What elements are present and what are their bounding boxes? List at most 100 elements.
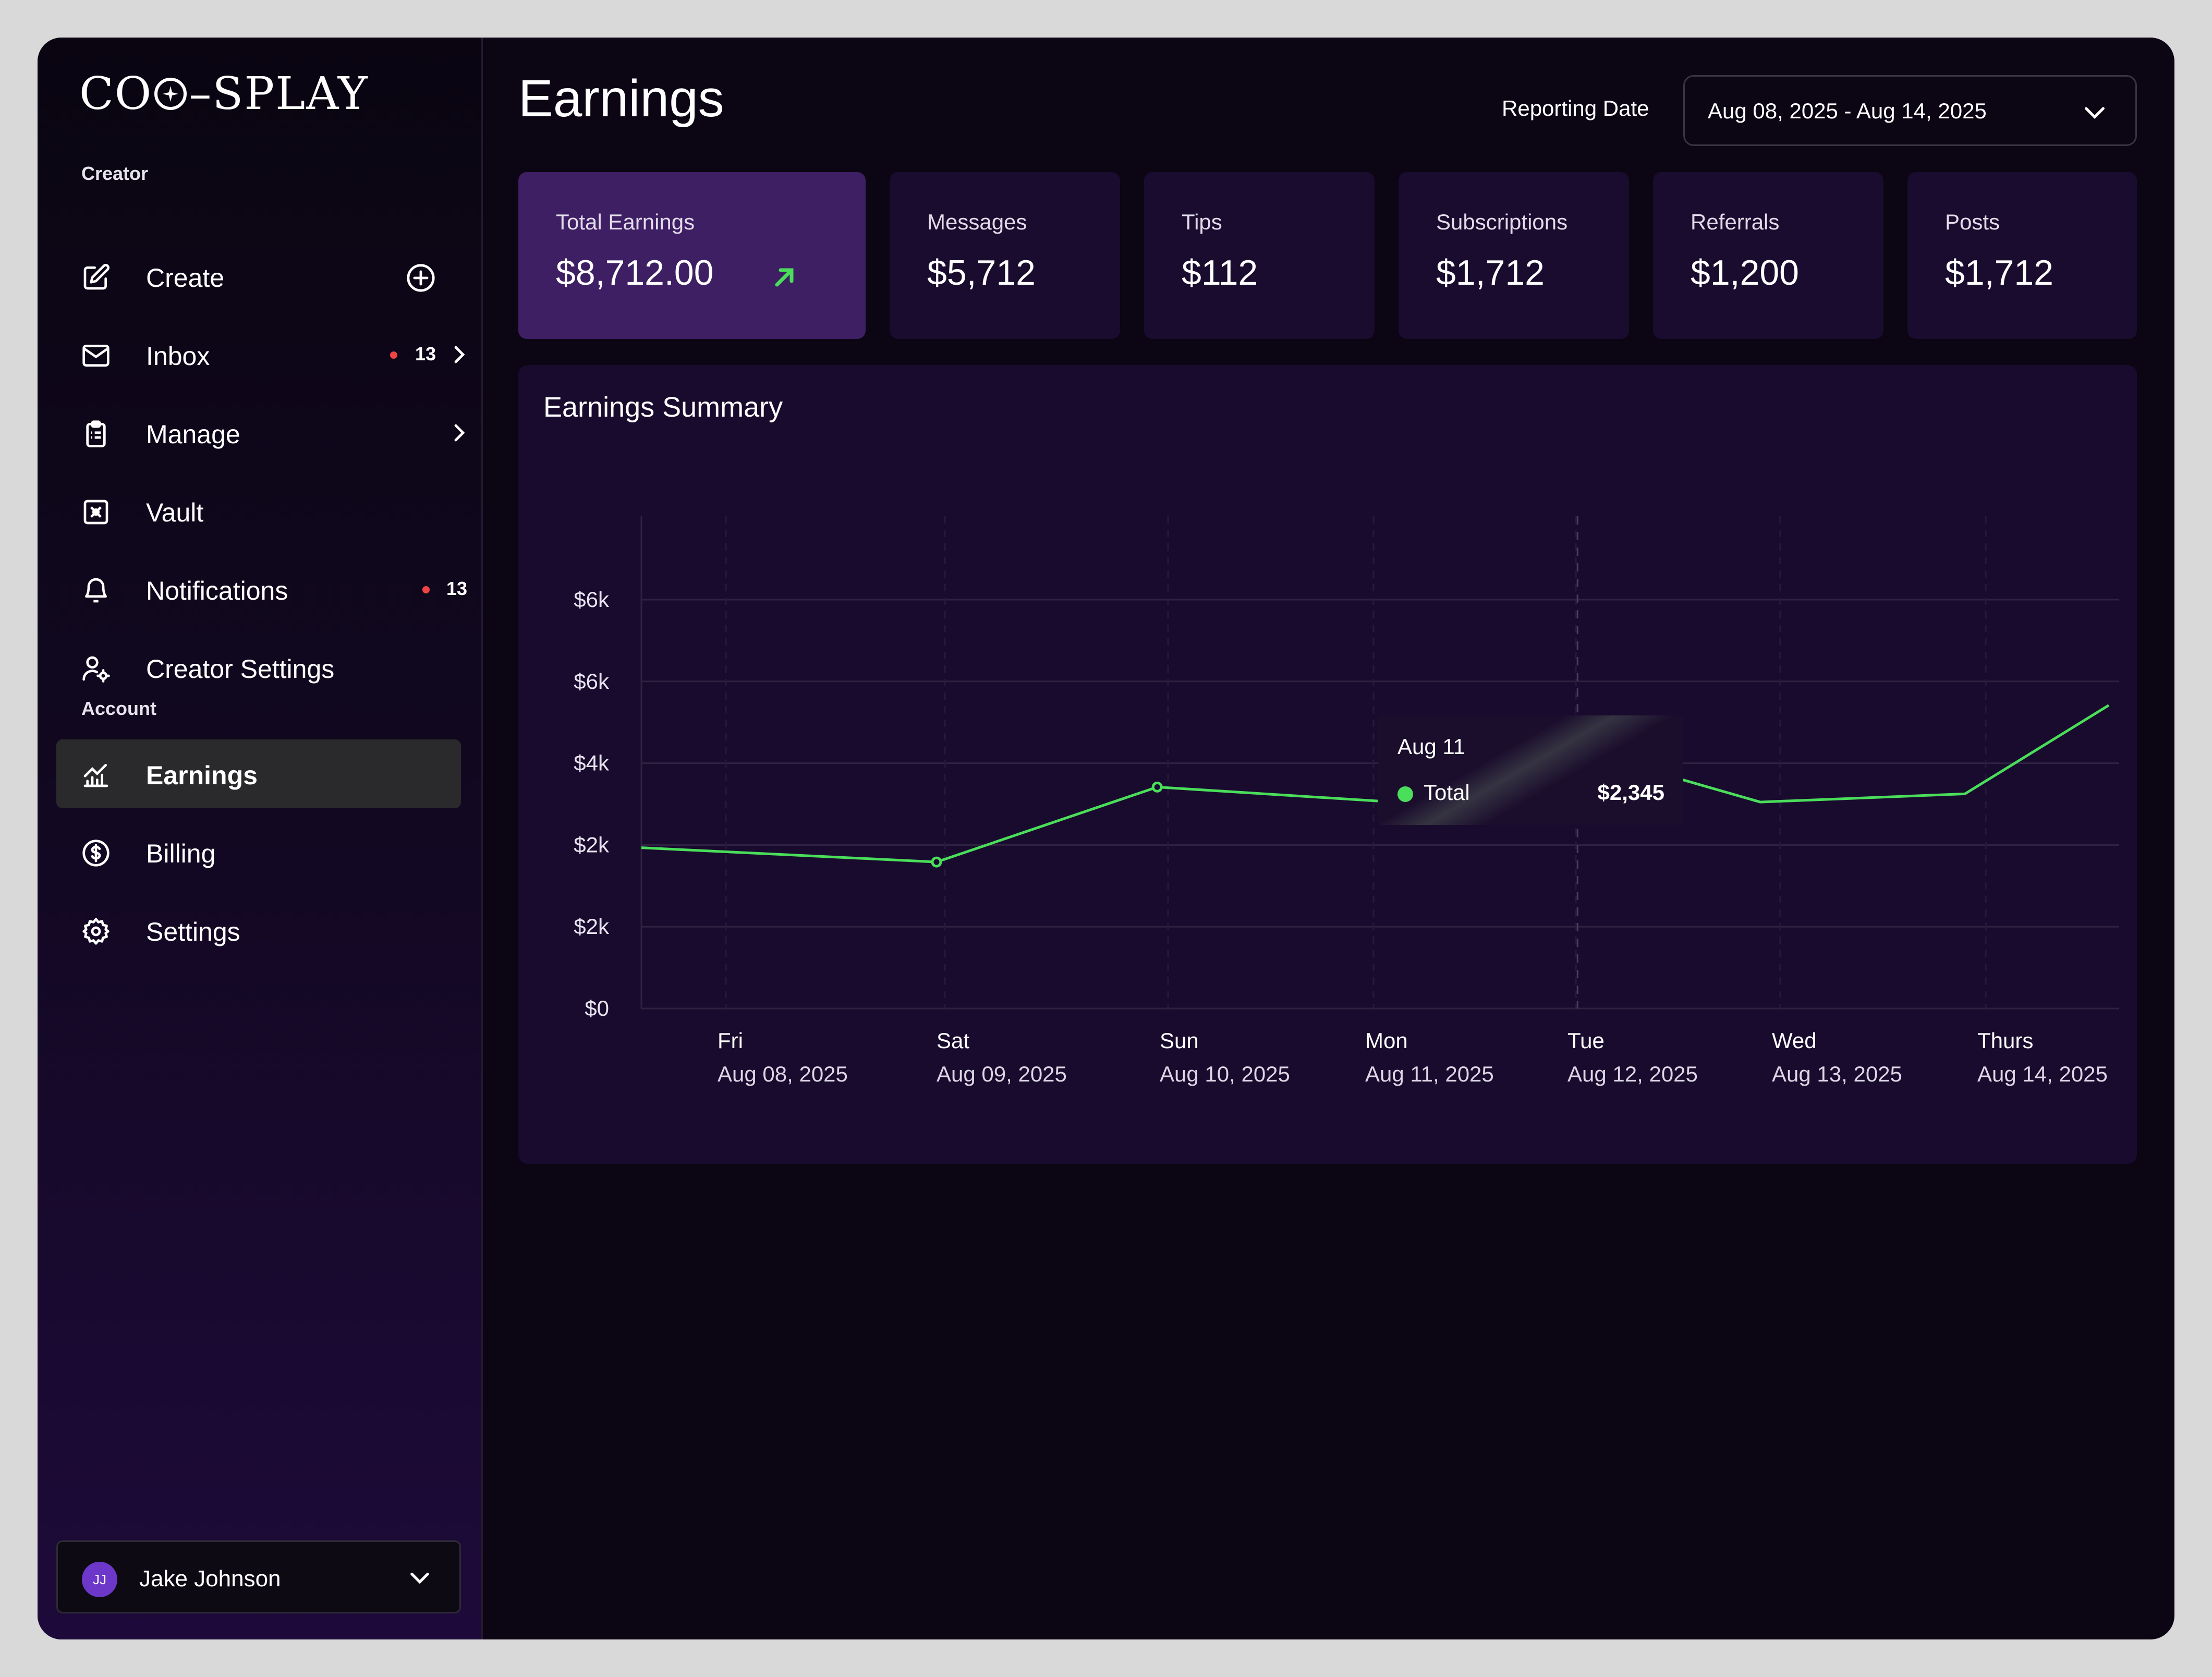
sidebar: CO –SPLAY Creator Create Inbox (38, 38, 483, 1639)
avatar: JJ (82, 1562, 117, 1597)
logo-text-right: –SPLAY (189, 68, 369, 120)
stat-label: Posts (1945, 210, 2000, 234)
chevron-down-icon (2085, 107, 2105, 119)
bell-icon (85, 578, 107, 603)
chart-title: Earnings Summary (543, 392, 783, 423)
x-tick-date: Aug 08, 2025 (718, 1062, 848, 1086)
sidebar-item-label: Settings (146, 917, 240, 946)
earnings-line-chart[interactable]: $0 $2k $2k $4k $6k $6k Fri Aug 08, 2025 Sat Aug 0… (518, 365, 2137, 1164)
x-tick-date: Aug 14, 2025 (1977, 1062, 2108, 1086)
sidebar-item-creator-settings[interactable]: Creator Settings (56, 633, 461, 702)
stat-value: $8,712.00 (556, 253, 714, 293)
sidebar-item-label: Manage (146, 420, 240, 449)
tooltip-series-dot (1397, 786, 1413, 802)
sidebar-item-label: Notifications (146, 576, 288, 605)
y-tick-label: $2k (574, 832, 610, 857)
stat-card-referrals[interactable]: Referrals $1,200 (1653, 172, 1883, 339)
sidebar-item-label: Inbox (146, 342, 210, 371)
stat-label: Tips (1182, 210, 1222, 234)
y-tick-label: $6k (574, 669, 610, 694)
sidebar-item-label: Creator Settings (146, 654, 335, 684)
y-tick-label: $0 (585, 996, 609, 1020)
data-point-marker (931, 856, 942, 868)
trend-up-icon (775, 268, 794, 287)
x-tick-day: Fri (718, 1028, 743, 1053)
stat-card-posts[interactable]: Posts $1,712 (1907, 172, 2137, 339)
x-tick-day: Tue (1567, 1028, 1605, 1053)
stat-value: $5,712 (927, 253, 1036, 293)
chevron-right-icon (454, 346, 465, 363)
user-gear-icon (82, 656, 110, 683)
section-label-account: Account (81, 698, 156, 719)
stat-value: $1,200 (1691, 253, 1799, 293)
unread-dot (422, 586, 430, 593)
sidebar-item-settings[interactable]: Settings (56, 896, 461, 965)
sidebar-item-label: Create (146, 263, 225, 293)
unread-dot (390, 351, 397, 359)
y-tick-label: $4k (574, 751, 610, 775)
sidebar-item-label: Billing (146, 839, 216, 868)
brand-logo[interactable]: CO –SPLAY (79, 63, 369, 125)
logo-text-left: CO (79, 68, 153, 120)
x-tick-date: Aug 13, 2025 (1772, 1062, 1902, 1086)
stat-label: Messages (927, 210, 1027, 234)
stat-label: Referrals (1691, 210, 1780, 234)
add-circle-icon[interactable] (406, 263, 436, 293)
user-menu[interactable]: JJ Jake Johnson (56, 1540, 461, 1613)
stat-value: $112 (1182, 253, 1258, 293)
data-point-marker (1151, 781, 1163, 793)
dollar-icon (82, 840, 110, 867)
user-name: Jake Johnson (139, 1566, 281, 1591)
tooltip-value: $2,345 (1597, 780, 1664, 805)
sidebar-item-vault[interactable]: Vault (56, 477, 461, 545)
sidebar-item-label: Earnings (146, 761, 258, 790)
stat-value: $1,712 (1436, 253, 1545, 293)
logo-star-icon (154, 78, 187, 110)
section-label-creator: Creator (81, 163, 149, 184)
clipboard-icon (86, 420, 106, 447)
gear-icon (82, 918, 110, 945)
chevron-down-icon (410, 1572, 429, 1584)
stat-card-total-earnings[interactable]: Total Earnings $8,712.00 (518, 172, 866, 339)
stat-label: Subscriptions (1436, 210, 1568, 234)
edit-icon (83, 264, 110, 290)
x-tick-day: Sun (1160, 1028, 1199, 1053)
date-range-select[interactable]: Aug 08, 2025 - Aug 14, 2025 (1683, 75, 2137, 146)
y-tick-label: $6k (574, 587, 610, 612)
sidebar-item-manage[interactable]: Manage (56, 398, 465, 467)
sidebar-item-create[interactable]: Create (56, 242, 461, 311)
sidebar-item-earnings[interactable]: Earnings (56, 739, 461, 808)
x-tick-day: Wed (1772, 1028, 1817, 1053)
series-line-total (641, 704, 2110, 864)
vault-icon (83, 500, 108, 525)
tooltip-series-name: Total (1424, 780, 1470, 805)
chart-tooltip: Aug 11 Total $2,345 (1378, 715, 1683, 825)
sidebar-item-billing[interactable]: Billing (56, 818, 461, 886)
date-range-value: Aug 08, 2025 - Aug 14, 2025 (1708, 99, 1987, 123)
x-tick-date: Aug 10, 2025 (1160, 1062, 1290, 1086)
x-tick-day: Sat (937, 1028, 969, 1053)
stat-card-tips[interactable]: Tips $112 (1144, 172, 1375, 339)
sidebar-item-label: Vault (146, 498, 204, 527)
stat-card-messages[interactable]: Messages $5,712 (890, 172, 1120, 339)
x-tick-day: Mon (1365, 1028, 1408, 1053)
x-tick-date: Aug 11, 2025 (1365, 1062, 1494, 1086)
y-tick-label: $2k (574, 914, 610, 939)
inbox-count-badge: 13 (415, 343, 436, 364)
stat-value: $1,712 (1945, 253, 2053, 293)
stat-label: Total Earnings (556, 210, 695, 234)
chevron-right-icon (454, 424, 465, 442)
sidebar-item-inbox[interactable]: Inbox 13 (56, 320, 465, 389)
app-window: CO –SPLAY Creator Create Inbox (38, 38, 2174, 1639)
x-tick-date: Aug 09, 2025 (937, 1062, 1067, 1086)
mail-icon (82, 345, 110, 367)
chart-icon (83, 764, 108, 787)
tooltip-date: Aug 11 (1397, 734, 1465, 759)
stat-card-subscriptions[interactable]: Subscriptions $1,712 (1399, 172, 1629, 339)
x-tick-date: Aug 12, 2025 (1567, 1062, 1698, 1086)
reporting-date-label: Reporting Date (1502, 96, 1649, 120)
page-title: Earnings (518, 69, 724, 128)
notifications-count-badge: 13 (446, 578, 468, 599)
sidebar-item-notifications[interactable]: Notifications 13 (56, 555, 467, 624)
x-tick-day: Thurs (1977, 1028, 2033, 1053)
